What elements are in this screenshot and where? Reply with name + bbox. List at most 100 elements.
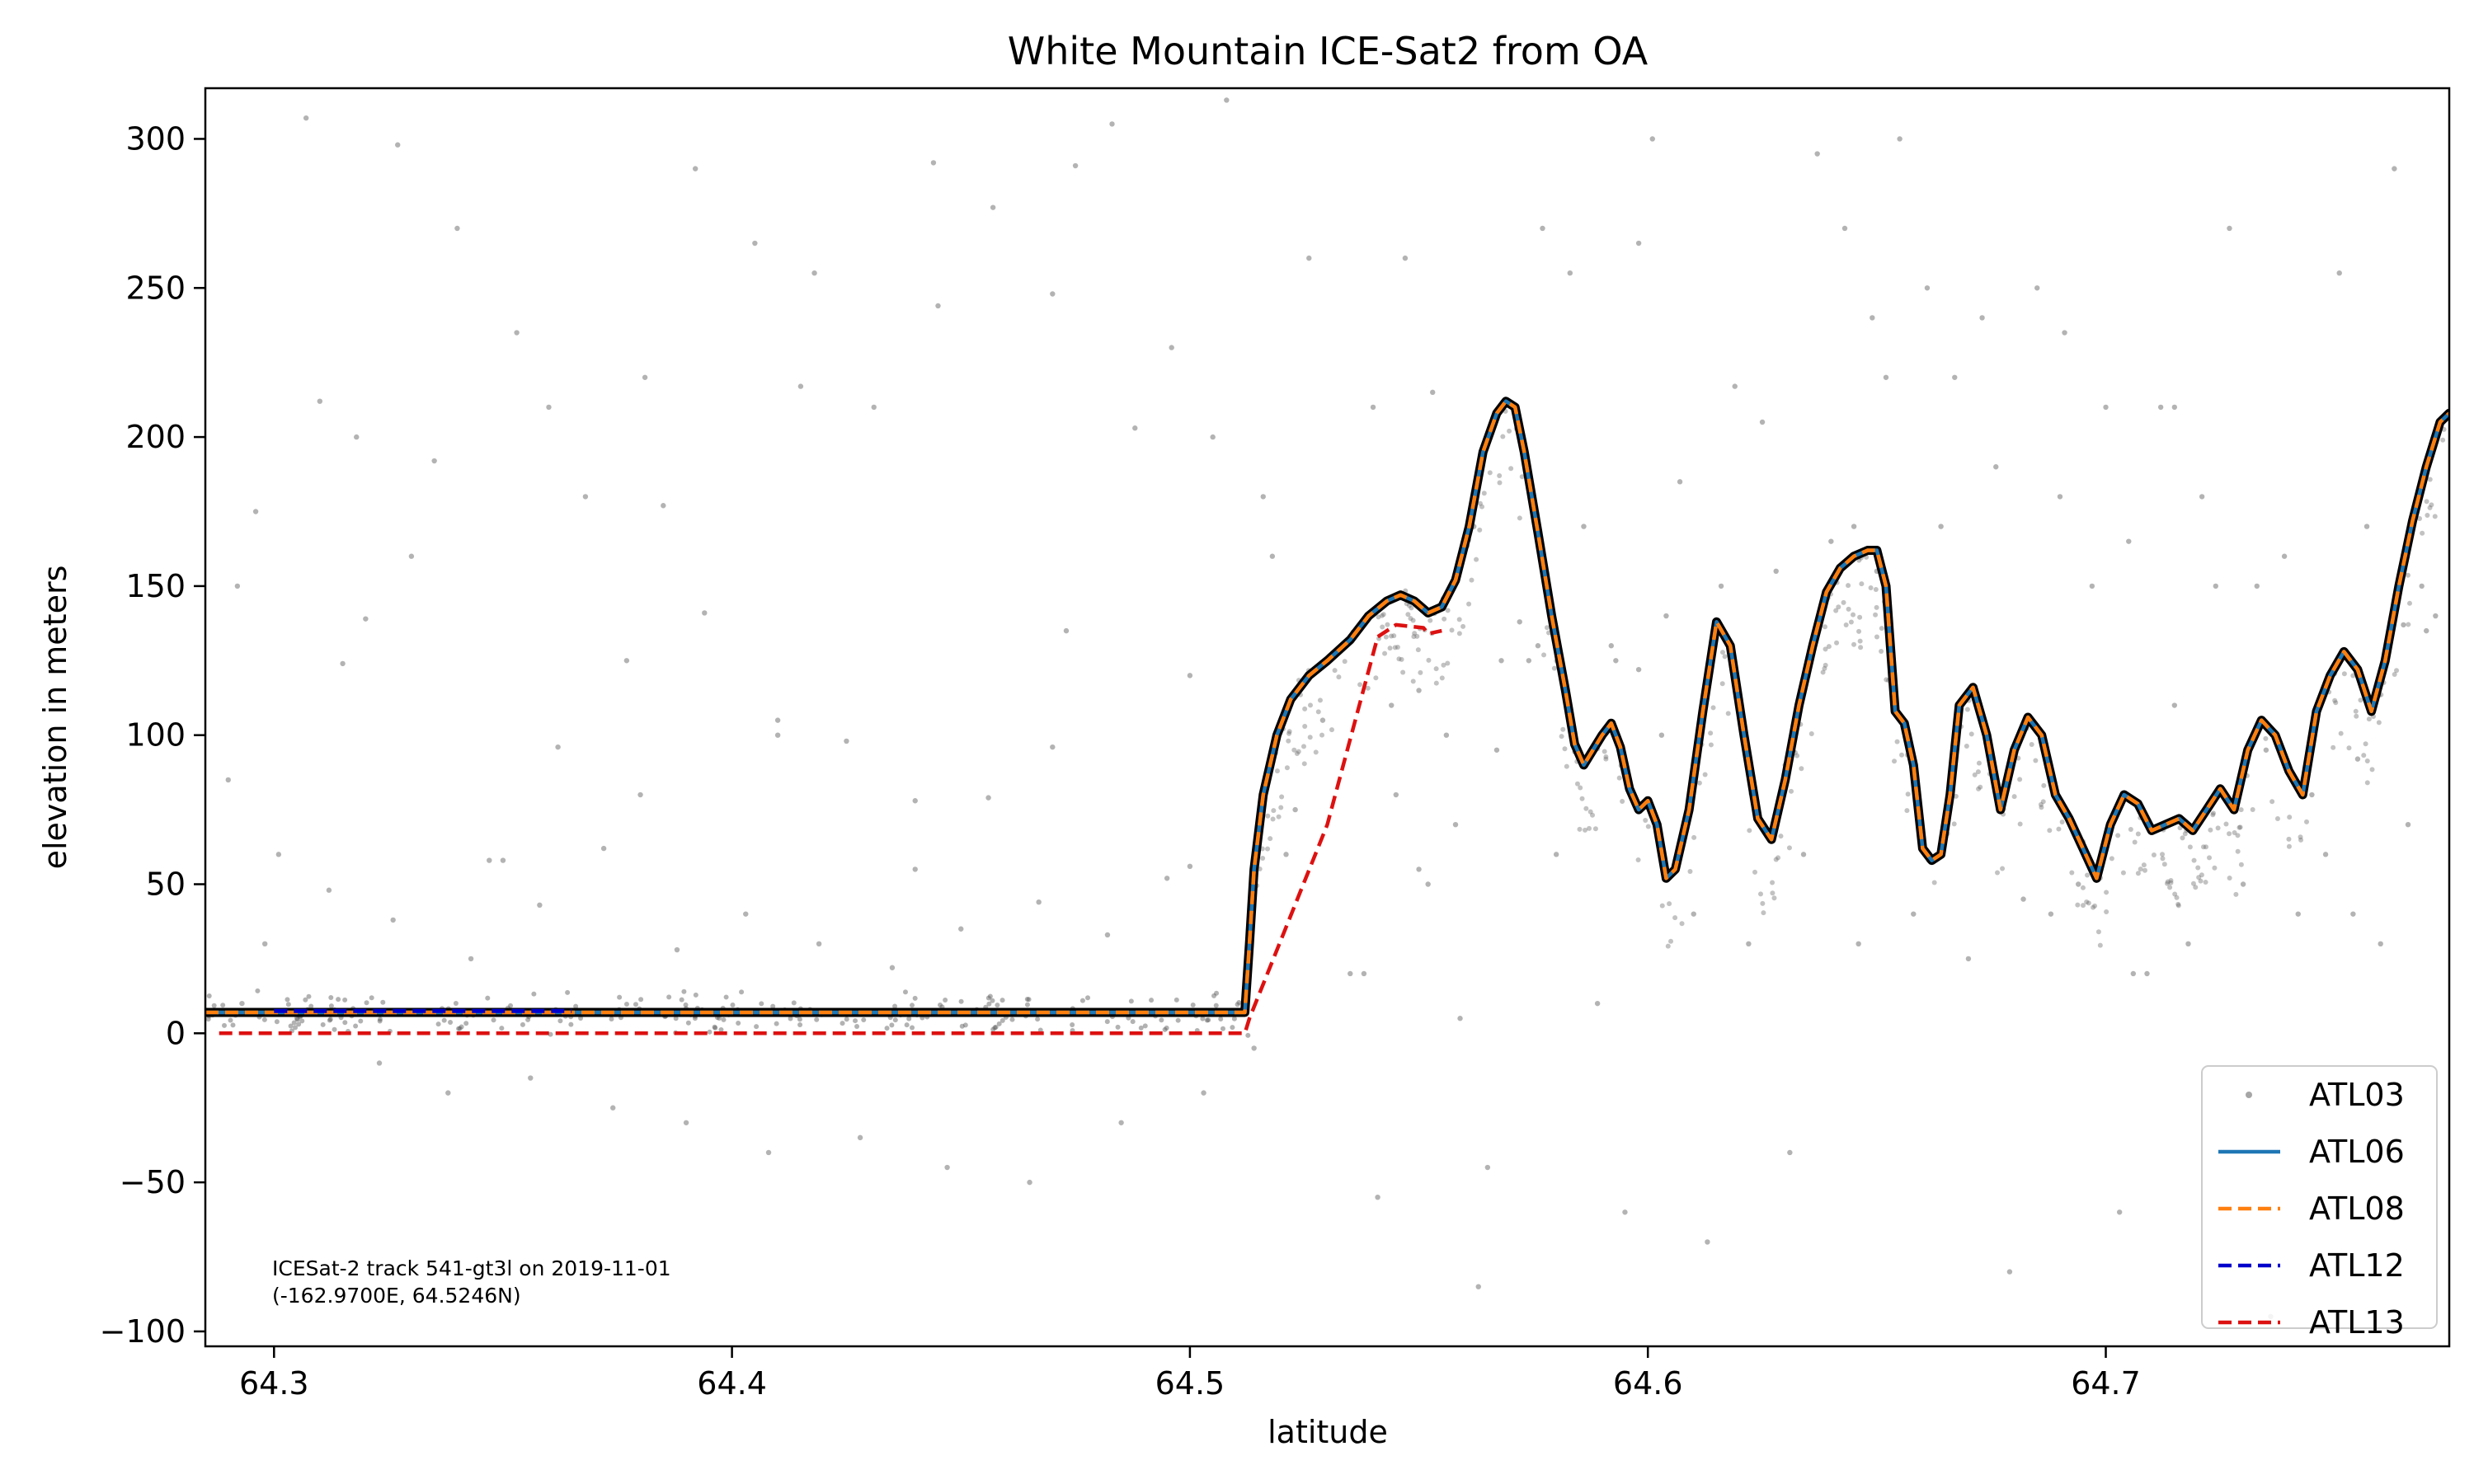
atl03-point — [1265, 814, 1270, 819]
atl03-point — [1774, 569, 1779, 574]
atl03-point — [2033, 758, 2038, 763]
atl03-point — [633, 1002, 638, 1007]
atl03-point — [1581, 524, 1586, 528]
atl03-point — [2058, 494, 2062, 499]
atl03-point — [1382, 651, 1387, 656]
atl03-point — [1159, 1017, 1164, 1022]
atl03-legend-label: ATL03 — [2309, 1077, 2405, 1113]
atl03-point — [262, 1017, 267, 1022]
atl03-point — [2128, 827, 2133, 832]
atl03-point — [1035, 1017, 1040, 1021]
atl03-point — [557, 1018, 562, 1023]
atl03-point — [1844, 622, 1849, 627]
atl03-point — [1938, 524, 1943, 528]
atl03-point — [2204, 880, 2208, 885]
atl03-point — [565, 990, 570, 995]
atl03-point — [2136, 871, 2141, 876]
atl03-point — [454, 1001, 459, 1006]
atl03-point — [811, 270, 816, 275]
atl03-point — [230, 1022, 235, 1027]
atl03-point — [377, 1060, 382, 1065]
atl03-point — [2350, 911, 2355, 916]
atl03-point — [684, 1120, 689, 1125]
atl03-point — [1760, 901, 1765, 906]
atl03-point — [2370, 767, 2375, 772]
atl03-point — [1846, 583, 1851, 588]
atl03-point — [2323, 852, 2328, 857]
atl03-point — [255, 989, 260, 993]
atl03-point — [2039, 805, 2044, 810]
atl03-point — [1286, 731, 1291, 736]
y-tick-label: 150 — [125, 568, 186, 604]
atl03-point — [752, 241, 757, 246]
atl03-point — [1260, 856, 1265, 861]
atl03-point — [995, 1003, 999, 1007]
atl03-point — [1603, 754, 1608, 759]
atl03-point — [431, 458, 436, 463]
atl03-point — [555, 744, 560, 749]
atl03-point — [1859, 581, 1864, 586]
atl03-point — [2236, 825, 2241, 830]
atl03-point — [2392, 166, 2396, 171]
atl03-point — [1904, 808, 1909, 813]
atl03-point — [1874, 587, 1879, 592]
atl03-point — [1460, 624, 1465, 629]
atl03-point — [694, 993, 698, 998]
atl03-point — [1650, 136, 1655, 141]
atl03-point — [1500, 434, 1505, 439]
atl03-point — [395, 143, 400, 148]
atl03-point — [2060, 819, 2065, 824]
atl03-point — [1494, 748, 1499, 753]
atl03-point — [1622, 1209, 1627, 1214]
atl03-point — [666, 994, 671, 999]
atl03-point — [2047, 828, 2052, 833]
atl03-point — [1149, 998, 1154, 1003]
atl03-point — [885, 1026, 890, 1031]
atl03-point — [2331, 745, 2335, 750]
atl03-point — [1874, 605, 1879, 610]
atl03-point — [642, 375, 647, 380]
atl03-point — [844, 1017, 849, 1021]
atl03-point — [2034, 285, 2039, 290]
atl03-point — [693, 166, 698, 171]
atl03-point — [774, 1021, 779, 1026]
atl03-point — [854, 1024, 859, 1029]
atl03-point — [680, 998, 684, 1003]
atl03-point — [1932, 880, 1937, 885]
atl03-point — [2160, 852, 2165, 857]
atl03-point — [2041, 799, 2046, 804]
atl03-point — [2012, 794, 2017, 799]
atl03-point — [2208, 828, 2213, 833]
atl03-point — [358, 1018, 363, 1023]
atl03-point — [340, 661, 345, 666]
y-axis: −100−50050100150200250300 — [100, 120, 205, 1349]
atl03-point — [2180, 835, 2185, 840]
atl03-point — [2287, 815, 2292, 819]
atl03-point — [1512, 82, 1517, 87]
atl03-point — [624, 1002, 629, 1007]
atl03-point — [2084, 899, 2089, 904]
atl03-point — [499, 1026, 504, 1031]
atl03-point — [1595, 1001, 1600, 1006]
atl03-point — [1224, 97, 1229, 102]
atl03-point — [1593, 826, 1598, 831]
atl03-point — [913, 996, 918, 1001]
atl03-point — [1733, 383, 1738, 388]
atl03-point — [1070, 1022, 1075, 1027]
atl03-point — [342, 998, 347, 1003]
atl03-point — [332, 1027, 337, 1032]
atl03-point — [1899, 753, 1904, 758]
track-annotation: ICESat-2 track 541-gt3l on 2019-11-01 — [272, 1256, 671, 1280]
atl03-point — [2142, 862, 2147, 867]
atl03-point — [1879, 649, 1884, 654]
atl03-point — [328, 995, 333, 1000]
atl03-point — [2212, 866, 2217, 871]
atl03-point — [2104, 890, 2109, 895]
atl03-point — [1218, 1017, 1223, 1021]
atl03-point — [2263, 736, 2268, 741]
atl03-point — [1278, 805, 1283, 810]
atl03-point — [913, 866, 918, 871]
atl03-point — [2041, 783, 2046, 788]
atl03-point — [1858, 639, 1863, 644]
